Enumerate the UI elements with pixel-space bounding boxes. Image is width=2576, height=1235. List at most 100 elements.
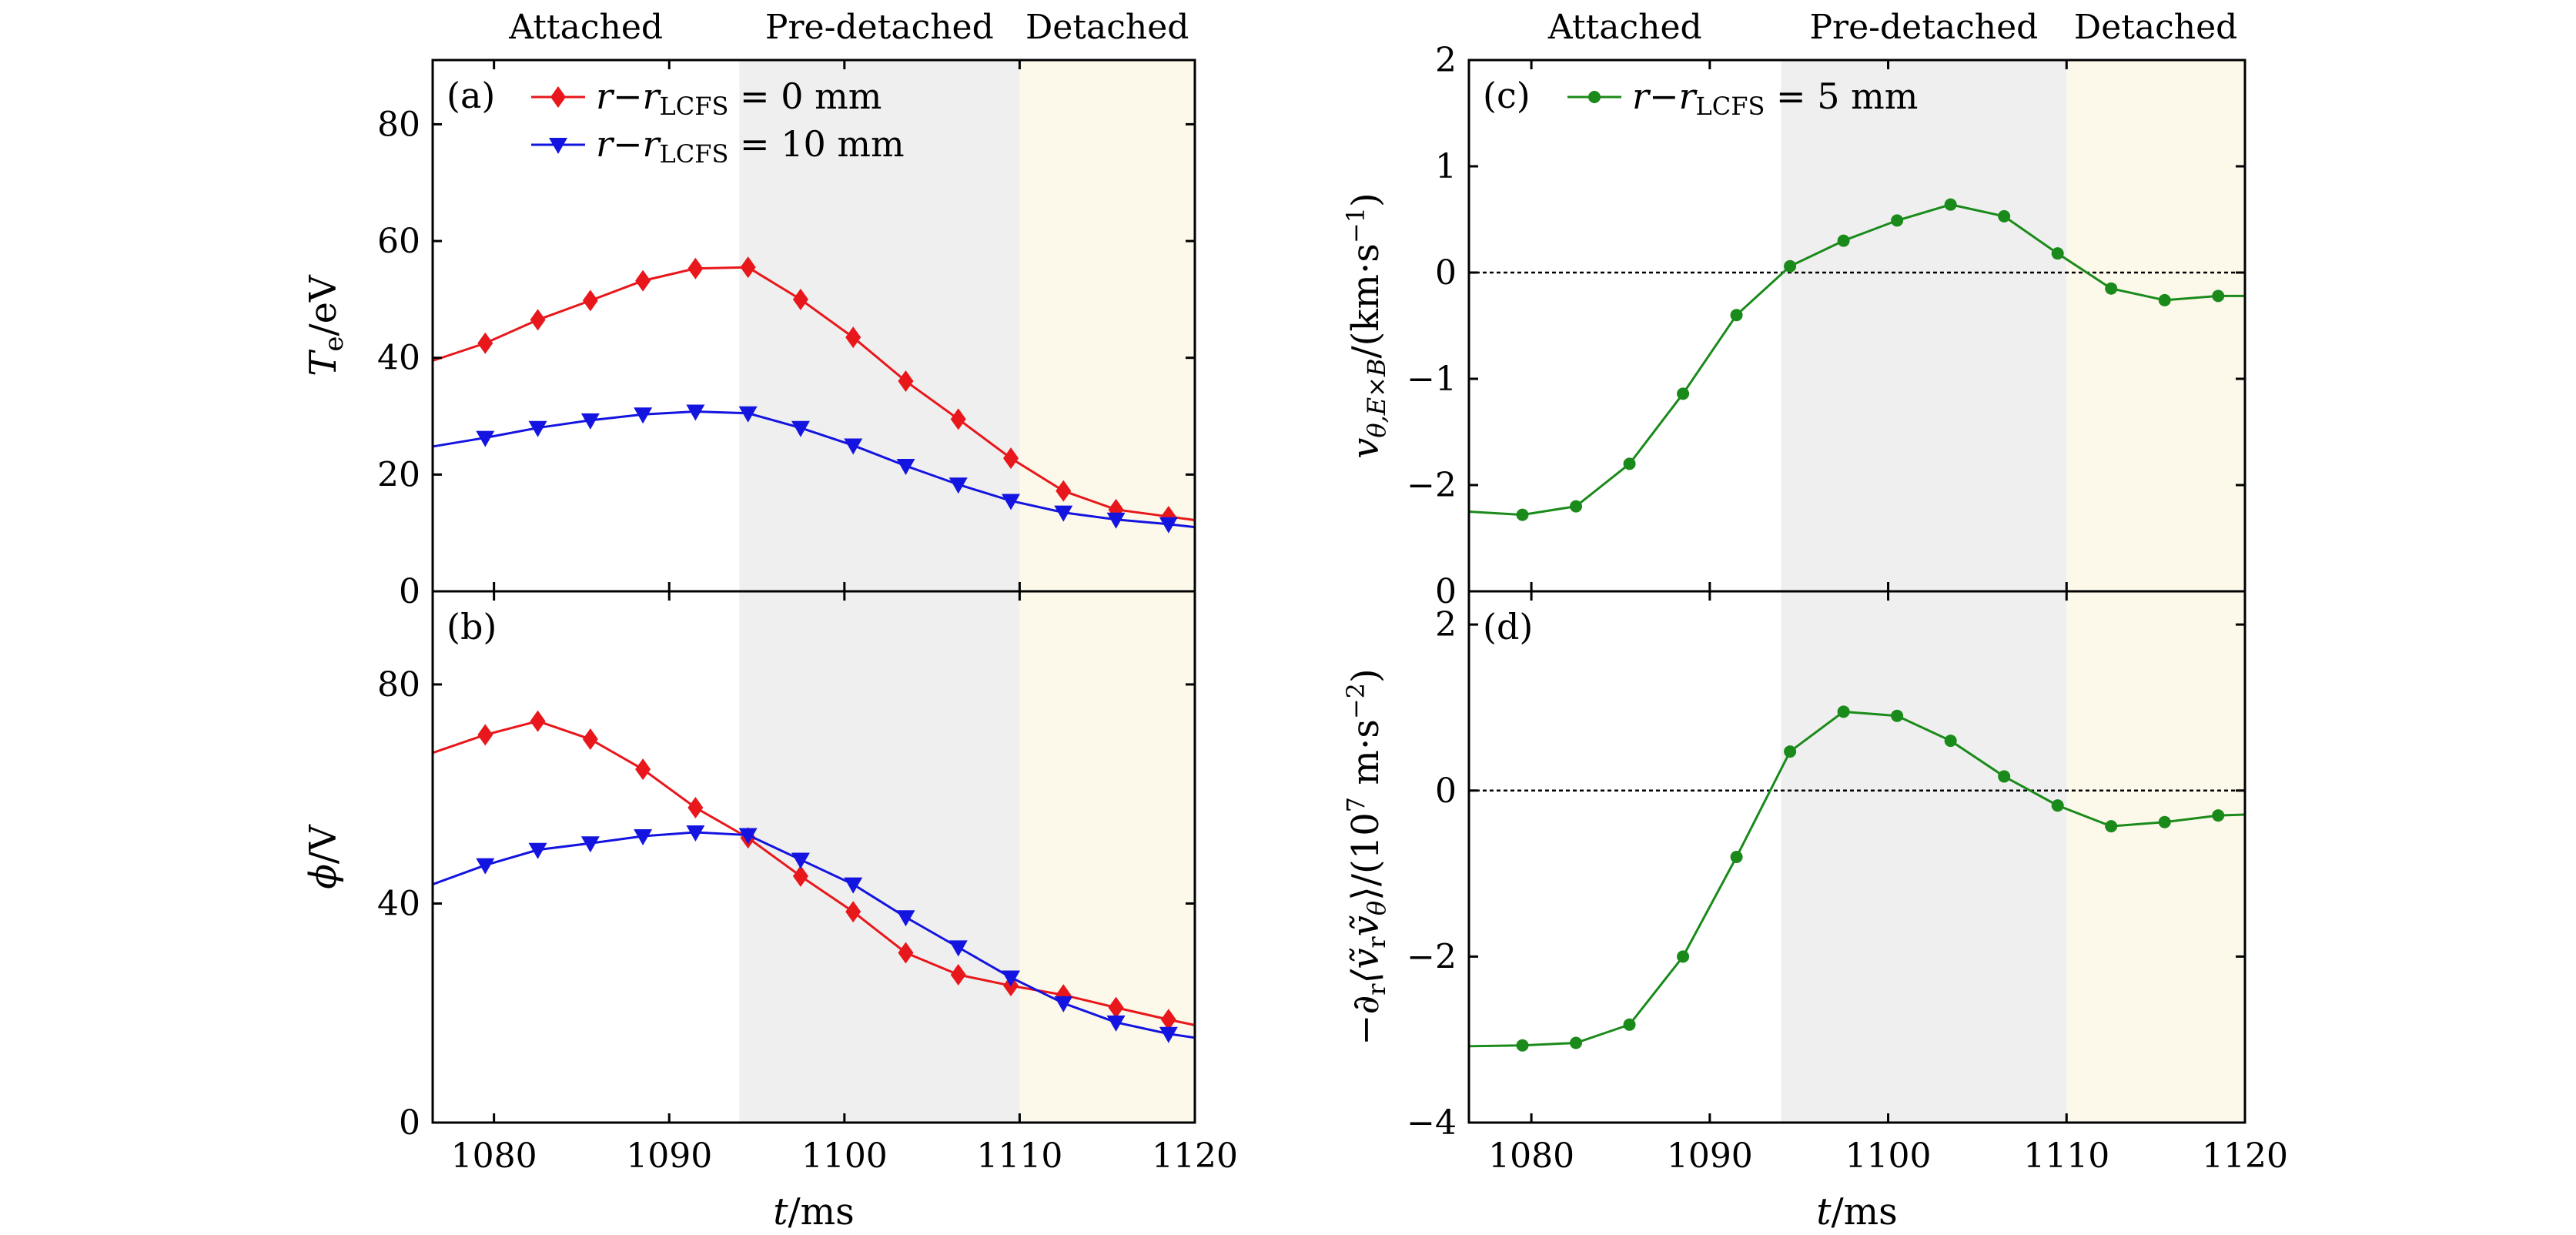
y-tick-label: 80 — [377, 665, 420, 705]
data-point — [1108, 996, 1124, 1019]
series-line-red — [432, 266, 1196, 521]
data-point — [477, 724, 493, 746]
ticks: 1080 1090 1100 1110 1120 0 40 80 — [377, 591, 1238, 1176]
predetached-region — [739, 591, 1020, 1123]
y-tick-label: −1 — [1407, 360, 1457, 399]
data-point — [738, 406, 758, 423]
x-axis-label: t/ms — [773, 1190, 855, 1233]
y-axis-label-text: −∂r⟨ṽrṽθ⟩/(107 m·s−2) — [1341, 668, 1391, 1046]
data-point — [1998, 209, 2011, 223]
series-group — [1468, 705, 2246, 1052]
y-axis-label-text: vθ,E×B/(km·s−1) — [1341, 192, 1391, 459]
phase-shading — [1781, 591, 2245, 1123]
data-point — [2051, 799, 2064, 812]
phase-shading — [739, 591, 1195, 1123]
y-tick-label: 0 — [1435, 771, 1457, 811]
phase-labels: Attached Pre-detached Detached — [1547, 8, 2237, 47]
series-line-red — [432, 720, 1196, 1026]
data-point — [1837, 705, 1850, 718]
plot-frame — [1467, 590, 2246, 1124]
x-tick-label: 1110 — [976, 1136, 1062, 1176]
data-point — [477, 332, 493, 354]
data-point — [896, 458, 915, 475]
data-point — [1944, 198, 1957, 211]
x-tick-label: 1100 — [801, 1136, 888, 1176]
data-point — [1677, 387, 1690, 400]
data-point — [1784, 745, 1797, 758]
data-point — [2105, 282, 2118, 295]
data-point — [1516, 1039, 1529, 1052]
data-point — [1730, 309, 1743, 322]
y-tick-label: 0 — [1435, 253, 1457, 293]
data-point — [791, 852, 810, 869]
data-point — [898, 370, 914, 393]
data-point — [528, 842, 547, 859]
data-point — [1998, 770, 2011, 783]
series-line-blue — [432, 831, 1196, 1039]
x-axis-label-text: t/ms — [773, 1190, 855, 1233]
phase-label-attached: Attached — [508, 8, 663, 47]
predetached-region — [1781, 591, 2067, 1123]
data-point — [686, 404, 705, 421]
x-tick-label: 1080 — [451, 1136, 537, 1176]
panel-b: 1080 1090 1100 1110 1120 0 40 80 (b) ϕ/V t/ms — [302, 590, 1238, 1233]
x-tick-label: 1120 — [2202, 1136, 2288, 1176]
data-point — [634, 407, 653, 424]
predetached-region — [1781, 60, 2067, 591]
data-point — [792, 288, 808, 310]
y-tick-label: 0 — [399, 1103, 420, 1143]
phase-label-detached: Detached — [2074, 8, 2237, 47]
y-axis-label: vθ,E×B/(km·s−1) — [1341, 192, 1391, 459]
data-point — [1516, 508, 1529, 521]
data-point — [635, 269, 651, 292]
y-tick-label: 20 — [377, 455, 420, 494]
y-tick-label: 40 — [377, 339, 420, 378]
legend-label: r−rLCFS = 5 mm — [1632, 75, 1918, 121]
legend-marker — [549, 138, 567, 154]
x-tick-label: 1120 — [1152, 1136, 1238, 1176]
y-axis-label: Te/eV — [302, 274, 350, 377]
ticks: 1080 1090 1100 1110 1120 −4 −2 0 2 — [1407, 591, 2288, 1176]
data-point — [950, 963, 966, 986]
data-point — [1784, 259, 1797, 273]
series-group — [432, 710, 1196, 1043]
data-point — [2212, 809, 2225, 822]
panel-d: 1080 1090 1100 1110 1120 −4 −2 0 2 (d) −∂r⟨ṽrṽθ⟩… — [1341, 590, 2288, 1233]
panel-label: (d) — [1483, 606, 1533, 648]
data-point — [896, 910, 915, 927]
data-point — [1003, 447, 1019, 470]
y-axis-label: −∂r⟨ṽrṽθ⟩/(107 m·s−2) — [1341, 668, 1391, 1046]
legend: r−rLCFS = 0 mmr−rLCFS = 10 mm — [531, 75, 905, 169]
series-line-green — [1468, 203, 2245, 517]
x-axis-label-text: t/ms — [1816, 1190, 1898, 1233]
data-point — [528, 420, 547, 437]
data-point — [634, 828, 653, 845]
ticks: 0 20 40 60 80 — [377, 60, 1196, 611]
series-line-blue — [432, 410, 1196, 529]
phase-label-attached: Attached — [1547, 8, 1702, 47]
data-point — [476, 430, 495, 447]
phase-label-pre-detached: Pre-detached — [765, 8, 994, 47]
legend-label: r−rLCFS = 0 mm — [596, 75, 882, 121]
data-point — [476, 858, 495, 875]
data-point — [1106, 1015, 1126, 1032]
data-point — [740, 256, 756, 279]
data-point — [738, 828, 758, 845]
y-tick-label: −2 — [1407, 466, 1457, 505]
phase-shading — [739, 60, 1195, 591]
y-tick-label: 2 — [1435, 605, 1457, 644]
panel-label: (c) — [1483, 75, 1531, 116]
data-point — [950, 408, 966, 430]
legend-marker — [550, 86, 566, 108]
phase-labels: Attached Pre-detached Detached — [508, 8, 1189, 47]
data-point — [845, 901, 861, 923]
data-point — [687, 257, 704, 279]
panel-c: Attached Pre-detached Detached 0 −2 −1 0 1 2 (c… — [1341, 8, 2246, 611]
data-point — [1837, 234, 1850, 247]
panel-a: Attached Pre-detached Detached 0 20 40 60 80 (… — [302, 8, 1196, 611]
data-point — [1054, 505, 1073, 522]
data-point — [1623, 1018, 1636, 1031]
data-point — [948, 477, 968, 494]
data-point — [2158, 815, 2171, 828]
detached-region — [1019, 60, 1195, 591]
